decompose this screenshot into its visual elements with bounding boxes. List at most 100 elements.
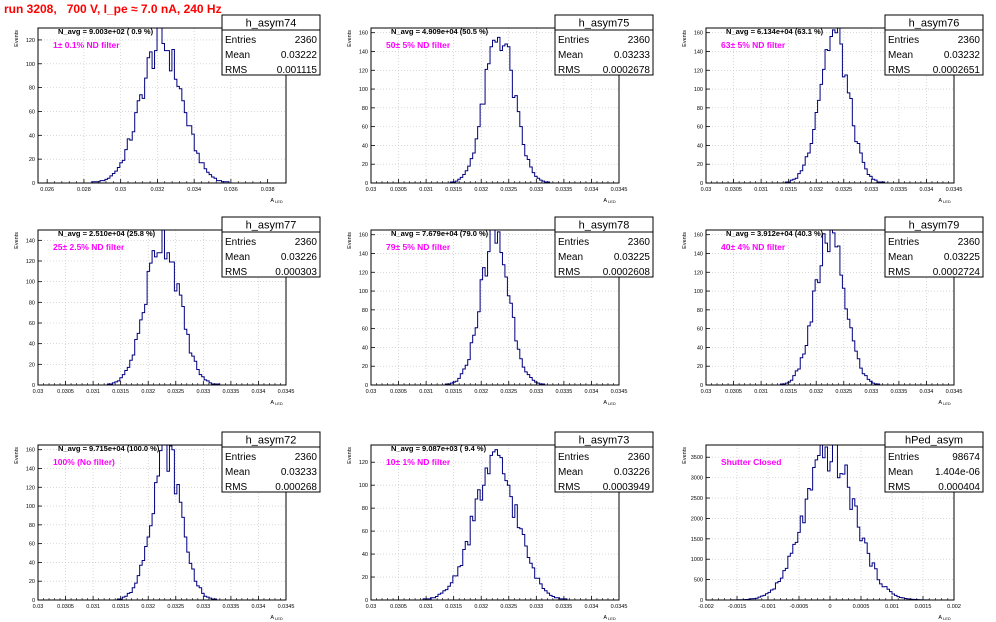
x-tick-label: 0.0315 [445,604,462,610]
page-title: run 3208, 700 V, I_pe ≈ 7.0 nA, 240 Hz [4,2,222,16]
x-tick-label: 0.03 [366,389,377,395]
stat-value-rms: 0.0002651 [933,65,981,76]
y-tick-label: 80 [362,106,368,112]
stats-box: h_asym78 Entries 2360 Mean 0.03225 RMS 0.00026… [554,216,654,278]
y-tick-label: 2500 [691,496,703,502]
stat-value-entries: 2360 [628,35,651,46]
plot-frame [37,229,287,386]
stats-box-frame [221,216,321,278]
x-tick-label: 0.0325 [500,604,517,610]
stats-box: h_asym72 Entries 2360 Mean 0.03233 RMS 0.00026… [221,431,321,493]
plot-frame [705,229,955,386]
histogram-panel-h_asym73: 0.03 0.0305 0.031 0.0315 0.032 0.0325 0.033 0.0… [347,431,654,621]
stats-box: h_asym77 Entries 2360 Mean 0.03226 RMS 0.00030… [221,216,321,278]
filter-note: 63± 5% ND filter [721,40,786,50]
x-axis-title: A [938,615,942,621]
stat-label-entries: Entries [888,237,919,248]
x-tick-label: 0.0305 [390,604,407,610]
x-tick-label: 0.032 [141,389,155,395]
y-axis-title: Events [14,30,20,47]
x-tick-label: 0.0335 [890,389,907,395]
x-tick-label: 0.0315 [112,389,129,395]
x-tick-label: 0.0315 [445,389,462,395]
x-tick-label: 0.036 [224,187,238,193]
histogram-panel-h_asym72: 0.03 0.0305 0.031 0.0315 0.032 0.0325 0.033 0.0… [14,431,321,621]
plot-frame [370,229,620,386]
histogram-name: h_asym75 [579,18,630,30]
filter-note: 25± 2.5% ND filter [53,242,125,252]
y-tick-label: 20 [362,575,368,581]
x-tick-label: 0.0345 [278,389,295,395]
y-tick-label: 140 [359,251,368,257]
stat-value-entries: 2360 [958,237,981,248]
x-tick-label: 0.0325 [167,389,184,395]
stat-value-rms: 0.000404 [938,482,980,493]
x-tick-label: 0.03 [115,187,126,193]
histogram-name: h_asym79 [909,220,960,232]
y-tick-label: 160 [359,31,368,37]
stat-label-mean: Mean [558,252,583,263]
stats-box: hPed_asym Entries 98674 Mean 1.404e-06 RMS 0.0… [884,431,984,493]
y-tick-label: 60 [697,125,703,131]
x-tick-label: 0.03 [366,187,377,193]
x-tick-label: 0.026 [40,187,54,193]
x-tick-label: -0.0005 [790,604,809,610]
stat-label-mean: Mean [558,50,583,61]
y-axis-title: Events [682,232,688,249]
y-tick-label: 0 [32,181,35,187]
histogram-line [371,449,619,601]
x-tick-label: 0.0335 [555,604,572,610]
filter-note: 10± 1% ND filter [386,457,451,467]
stat-label-entries: Entries [558,452,589,463]
histogram-name: hPed_asym [905,435,963,447]
y-axis-title: Events [682,447,688,464]
x-tick-label: 0.031 [86,604,100,610]
x-axis-title: A [603,615,607,621]
x-tick-label: 0.033 [529,604,543,610]
y-axis-title: Events [14,447,20,464]
stat-label-rms: RMS [558,267,581,278]
x-axis-subscript: LED [275,401,283,406]
x-tick-label: 0.0005 [853,604,870,610]
stat-label-entries: Entries [888,35,919,46]
x-tick-label: 0.032 [474,389,488,395]
filter-note: Shutter Closed [721,457,781,467]
x-tick-label: 0.0325 [835,187,852,193]
x-tick-label: 0.032 [809,187,823,193]
x-tick-label: -0.002 [698,604,714,610]
x-tick-label: 0.032 [141,604,155,610]
y-tick-label: 160 [359,233,368,239]
stat-label-entries: Entries [558,237,589,248]
y-tick-label: 1000 [691,557,703,563]
x-tick-label: 0.0305 [57,604,74,610]
stat-value-mean: 0.03226 [614,467,651,478]
filter-note: 1± 0.1% ND filter [53,40,120,50]
stat-value-entries: 2360 [295,35,318,46]
stat-label-mean: Mean [888,467,913,478]
x-axis-subscript: LED [608,401,616,406]
y-axis-title: Events [347,447,353,464]
y-tick-label: 0 [365,383,368,389]
stats-box-frame [884,14,984,76]
y-tick-label: 100 [359,87,368,93]
panel-title: N_avg = 9.715e+04 (100.0 %) [58,444,160,453]
y-tick-label: 80 [362,506,368,512]
x-tick-label: -0.001 [760,604,776,610]
y-tick-label: 20 [697,162,703,168]
stat-label-mean: Mean [558,467,583,478]
x-axis-title: A [938,400,942,406]
stats-box-frame [221,431,321,493]
stats-box: h_asym79 Entries 2360 Mean 0.03225 RMS 0.00027… [884,216,984,278]
stat-label-rms: RMS [225,482,248,493]
x-tick-label: 0.033 [196,389,210,395]
x-tick-label: 0.0305 [390,389,407,395]
x-axis-subscript: LED [275,616,283,621]
x-tick-label: 0.031 [754,389,768,395]
x-tick-label: 0.034 [187,187,201,193]
x-axis-subscript: LED [608,616,616,621]
y-tick-label: 120 [694,270,703,276]
y-tick-label: 60 [29,109,35,115]
panel-title: N_avg = 9.003e+02 ( 0.9 %) [58,27,154,36]
y-tick-label: 100 [694,289,703,295]
